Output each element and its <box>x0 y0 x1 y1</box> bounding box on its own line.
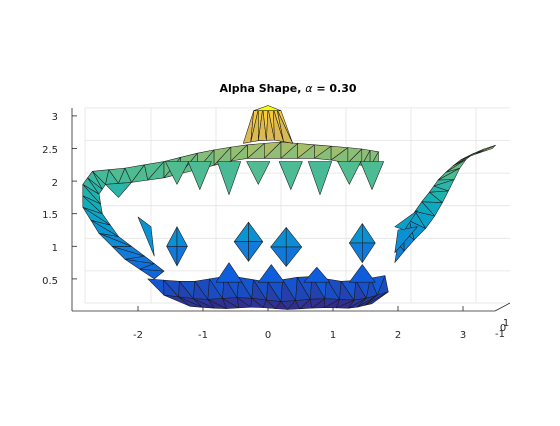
rim-spike-triangle <box>337 161 362 185</box>
z-tick-label: 3 <box>52 112 58 123</box>
rim-spike-triangle <box>165 161 189 185</box>
rim-spike-triangle <box>246 161 271 185</box>
y-tick-labels: -1 0 1 <box>495 318 509 340</box>
rim-spike-triangle <box>360 161 384 190</box>
diamond-triangle <box>248 241 264 262</box>
bowl-spike-triangle <box>349 264 376 283</box>
handle-triangle <box>105 182 132 198</box>
x-tick-label: -2 <box>133 330 143 341</box>
rim-spike-triangle <box>278 161 303 190</box>
x-tick-label: 3 <box>460 330 466 341</box>
bowl-spike-triangle <box>258 264 285 283</box>
alpha-shape-surface <box>82 105 496 310</box>
diamond-triangle <box>176 246 188 267</box>
x-tick-label: -1 <box>198 330 208 341</box>
z-tick-labels: 0.5 1 1.5 2 2.5 3 <box>42 112 58 287</box>
y-axis-line <box>494 302 511 312</box>
tick-labels: -2 -1 0 1 2 3 0.5 1 1.5 2 2.5 3 -1 0 1 <box>42 112 509 341</box>
title-prefix: Alpha Shape, <box>219 82 305 95</box>
handle-triangle <box>137 216 155 257</box>
bowl-triangle <box>364 291 389 306</box>
spout-triangle <box>394 210 418 231</box>
rim-spike-triangle <box>308 161 332 196</box>
title-suffix: = 0.30 <box>313 82 357 95</box>
z-tick-label: 0.5 <box>42 276 58 287</box>
chart-title: Alpha Shape, α = 0.30 <box>219 82 356 95</box>
z-tick-label: 2.5 <box>42 145 58 156</box>
rim-spike-triangle <box>187 161 212 190</box>
spout-triangle <box>474 144 496 155</box>
x-tick-label: 2 <box>395 330 401 341</box>
rim-spike-triangle <box>217 161 241 196</box>
bowl-spike-triangle <box>303 266 331 283</box>
x-tick-label: 0 <box>265 330 271 341</box>
knob-triangle <box>253 105 282 111</box>
y-tick-label: 0 <box>500 323 506 334</box>
z-tick-label: 1 <box>52 243 58 254</box>
spout-triangle <box>394 226 418 254</box>
x-tick-labels: -2 -1 0 1 2 3 <box>133 330 466 341</box>
x-tick-label: 1 <box>330 330 336 341</box>
z-tick-label: 2 <box>52 178 58 189</box>
diamond-triangle <box>285 246 303 267</box>
diamond-triangle <box>362 242 376 263</box>
title-alpha-symbol: α <box>305 82 313 95</box>
bowl-spike-triangle <box>215 262 243 283</box>
y-tick-label: 1 <box>503 318 509 329</box>
z-tick-label: 1.5 <box>42 210 58 221</box>
y-tick-label: -1 <box>495 329 505 340</box>
